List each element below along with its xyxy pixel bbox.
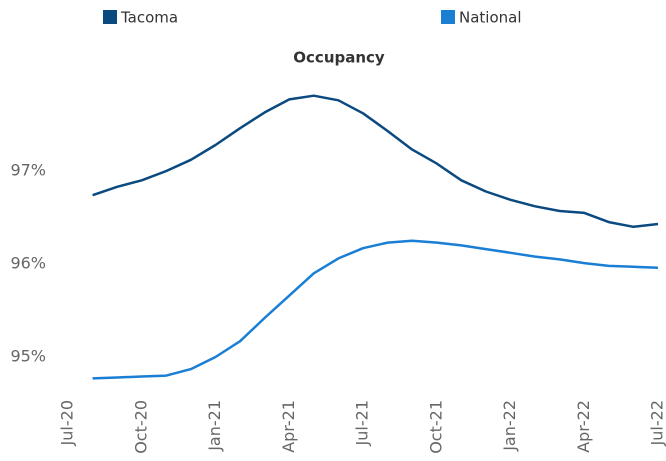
legend-label: Tacoma xyxy=(120,9,178,27)
y-tick-label: 97% xyxy=(10,161,46,180)
legend-label: National xyxy=(459,9,522,27)
x-tick-label: Apr-22 xyxy=(574,400,593,453)
legend-swatch xyxy=(441,10,455,24)
legend-swatch xyxy=(103,10,117,24)
series-line xyxy=(92,94,659,229)
x-tick-label: Apr-21 xyxy=(279,400,298,453)
x-tick-label: Jul-21 xyxy=(353,400,372,446)
x-tick-label: Jul-22 xyxy=(648,400,666,446)
x-tick-label: Oct-21 xyxy=(426,400,445,454)
x-tick-label: Jul-20 xyxy=(58,400,77,446)
x-tick-label: Jan-22 xyxy=(500,400,519,452)
y-tick-label: 95% xyxy=(10,347,46,366)
series-line xyxy=(92,239,659,380)
x-tick-label: Oct-20 xyxy=(131,400,150,454)
y-tick-label: 96% xyxy=(10,254,46,273)
chart-title: Occupancy xyxy=(293,49,385,67)
x-tick-label: Jan-21 xyxy=(205,400,224,452)
